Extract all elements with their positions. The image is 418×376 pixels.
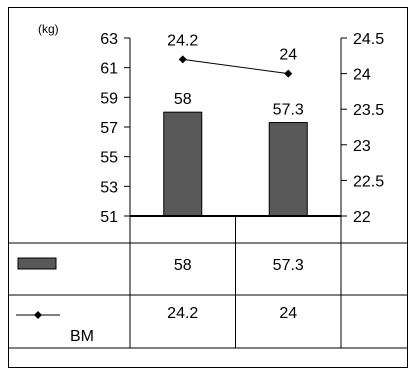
data-table: BM 58 57.3 24.2 24 (8, 216, 408, 349)
legend-diamond-marker (34, 311, 42, 319)
bm-point (284, 69, 293, 78)
y-left-tick-label: 57 (100, 120, 118, 137)
table-cell: 57.3 (273, 257, 304, 274)
legend-label-bm: BM (70, 328, 94, 345)
y-right-tick-label: 24.5 (353, 31, 384, 48)
bar (268, 122, 308, 217)
bar (163, 111, 203, 217)
y-left-tick-label: 51 (100, 209, 118, 226)
y-right-tick-label: 22.5 (353, 173, 384, 190)
y-right-tick-label: 22 (353, 209, 371, 226)
bar-data-label: 58 (174, 91, 192, 108)
bar-series (130, 111, 341, 217)
y-right-tick-label: 23 (353, 138, 371, 155)
table-cell: 24 (279, 305, 297, 322)
y-left-tick-label: 59 (100, 90, 118, 107)
y-left-tick-label: 61 (100, 61, 118, 78)
bar-data-labels: 58 57.3 (174, 91, 304, 118)
bm-data-label: 24.2 (167, 32, 198, 49)
y-right-tick-label: 24 (353, 67, 371, 84)
line-data-labels: 24.2 24 (167, 32, 297, 63)
table-cell: 24.2 (167, 305, 198, 322)
chart-frame (8, 7, 408, 368)
line-series-bm (178, 55, 293, 78)
y-left-tick-label: 53 (100, 179, 118, 196)
table-cell: 58 (174, 257, 192, 274)
bm-data-label: 24 (279, 47, 297, 64)
legend-bar-swatch (17, 257, 57, 270)
y-left-tick-label: 63 (100, 31, 118, 48)
y-right-tick-label: 23.5 (353, 102, 384, 119)
y-left-unit-label: (kg) (38, 22, 59, 36)
y-left-tick-label: 55 (100, 150, 118, 167)
y-left-axis: 51 53 55 57 59 61 63 (100, 31, 131, 226)
y-right-axis: 22 22.5 23 23.5 24 24.5 (340, 31, 384, 226)
bar-data-label: 57.3 (273, 102, 304, 119)
bm-line (182, 58, 289, 75)
bm-point (178, 55, 187, 64)
